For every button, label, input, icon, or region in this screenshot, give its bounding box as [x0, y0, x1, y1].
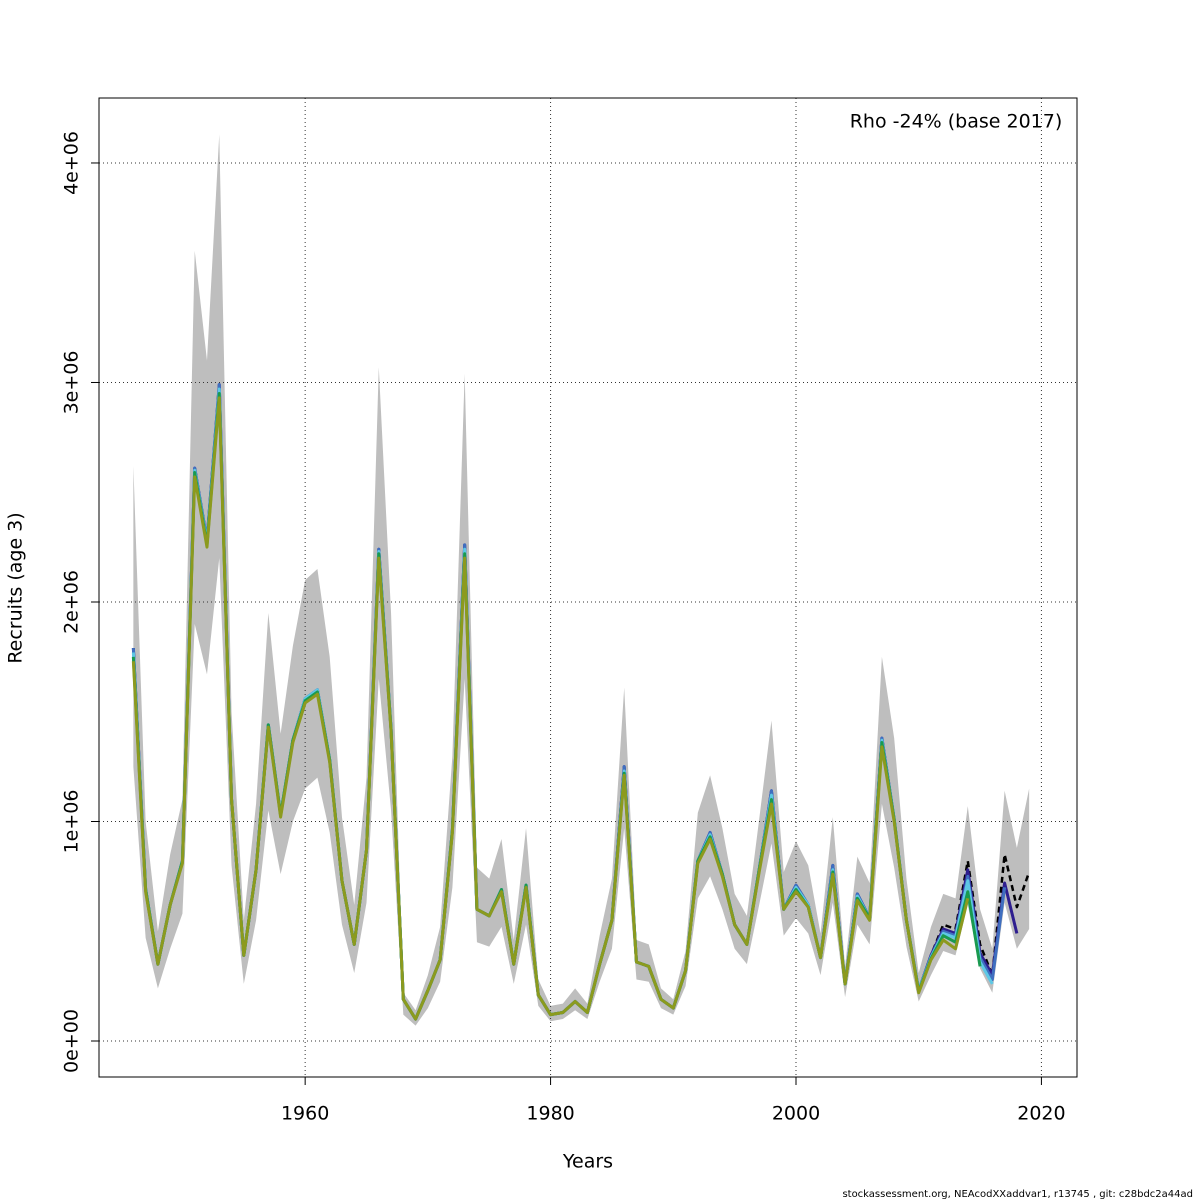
x-axis-title: Years — [562, 1151, 613, 1173]
x-tick-label: 2020 — [1017, 1103, 1065, 1125]
y-tick-label: 1e+06 — [61, 790, 83, 854]
footer: stockassessment.org, NEAcodXXaddvar1, r1… — [842, 1189, 1193, 1200]
x-tick-label: 1960 — [281, 1103, 329, 1125]
y-tick-label: 3e+06 — [61, 351, 83, 415]
y-tick-label: 0e+00 — [61, 1009, 83, 1073]
y-axis-title: Recruits (age 3) — [5, 512, 27, 663]
y-tick-label: 2e+06 — [61, 570, 83, 634]
confidence-band — [133, 134, 1030, 1026]
y-tick-label: 4e+06 — [61, 131, 83, 195]
x-tick-label: 2000 — [772, 1103, 820, 1125]
plot-frame — [98, 97, 1078, 1078]
x-tick-label: 1980 — [526, 1103, 574, 1125]
annotation: Rho -24% (base 2017) — [850, 111, 1063, 133]
series-line — [131, 396, 970, 1021]
